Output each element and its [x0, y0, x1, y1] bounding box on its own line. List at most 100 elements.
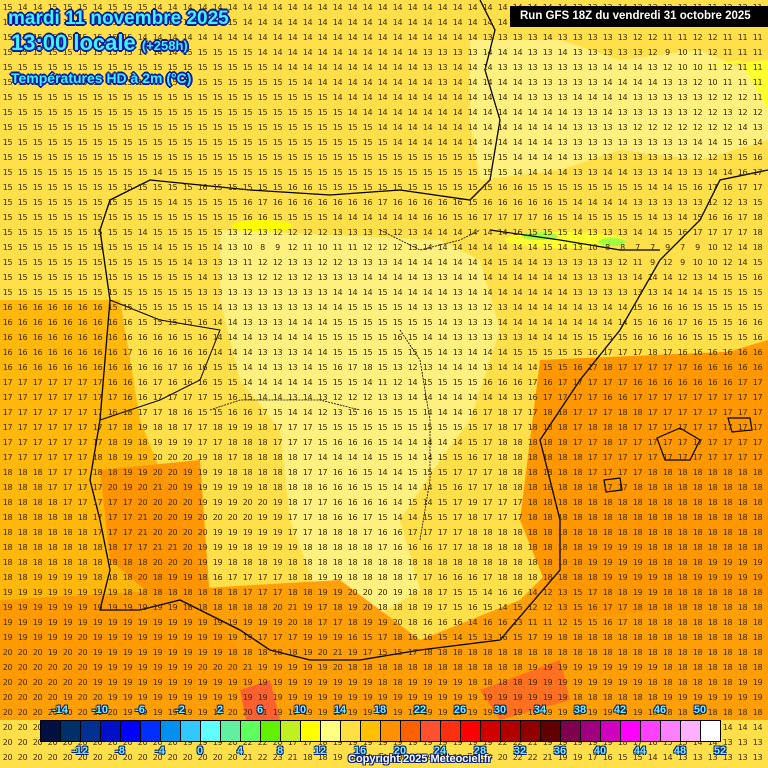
grid-value: 15 — [317, 213, 328, 222]
grid-value: 14 — [497, 138, 508, 147]
grid-value: 14 — [302, 393, 313, 402]
grid-value: 15 — [32, 168, 43, 177]
grid-value: 16 — [62, 303, 73, 312]
grid-value: 18 — [167, 588, 178, 597]
grid-value: 15 — [377, 483, 388, 492]
grid-value: 15 — [107, 138, 118, 147]
grid-value: 12 — [737, 108, 748, 117]
grid-value: 18 — [47, 513, 58, 522]
grid-value: 15 — [122, 93, 133, 102]
grid-value: 21 — [542, 753, 553, 762]
grid-value: 16 — [107, 363, 118, 372]
grid-value: 17 — [62, 498, 73, 507]
grid-value: 18 — [377, 663, 388, 672]
grid-value: 19 — [47, 648, 58, 657]
grid-value: 18 — [752, 618, 763, 627]
grid-value: 19 — [32, 633, 43, 642]
grid-value: 19 — [542, 633, 553, 642]
grid-value: 15 — [107, 3, 118, 12]
grid-value: 15 — [62, 258, 73, 267]
grid-value: 19 — [212, 693, 223, 702]
grid-value: 17 — [572, 423, 583, 432]
grid-value: 17 — [662, 408, 673, 417]
grid-value: 19 — [287, 663, 298, 672]
grid-value: 13 — [437, 48, 448, 57]
grid-value: 14 — [302, 78, 313, 87]
grid-value: 19 — [722, 558, 733, 567]
grid-value: 12 — [647, 123, 658, 132]
grid-value: 18 — [467, 648, 478, 657]
grid-value: 15 — [377, 513, 388, 522]
grid-value: 20 — [32, 678, 43, 687]
grid-value: 15 — [257, 183, 268, 192]
grid-value: 15 — [17, 93, 28, 102]
grid-value: 20 — [332, 663, 343, 672]
grid-value: 18 — [482, 543, 493, 552]
grid-value: 14 — [377, 213, 388, 222]
grid-value: 19 — [197, 738, 208, 747]
grid-value: 18 — [557, 543, 568, 552]
grid-value: 18 — [497, 423, 508, 432]
grid-value: 18 — [737, 498, 748, 507]
grid-value: 14 — [287, 333, 298, 342]
grid-value: 17 — [557, 393, 568, 402]
grid-value: 13 — [587, 108, 598, 117]
grid-value: 18 — [437, 558, 448, 567]
grid-value: 18 — [752, 633, 763, 642]
grid-value: 13 — [632, 93, 643, 102]
grid-value: 16 — [302, 198, 313, 207]
grid-value: 17 — [587, 453, 598, 462]
grid-value: 14 — [527, 243, 538, 252]
grid-value: 15 — [302, 108, 313, 117]
grid-value: 19 — [482, 753, 493, 762]
grid-value: 20 — [347, 588, 358, 597]
grid-value: 10 — [692, 258, 703, 267]
grid-value: 19 — [122, 663, 133, 672]
grid-value: 18 — [632, 648, 643, 657]
grid-value: 13 — [287, 273, 298, 282]
grid-value: 14 — [332, 63, 343, 72]
grid-value: 14 — [377, 123, 388, 132]
grid-value: 17 — [407, 648, 418, 657]
grid-value: 15 — [167, 213, 178, 222]
grid-value: 15 — [572, 588, 583, 597]
grid-value: 15 — [62, 183, 73, 192]
grid-value: 15 — [197, 78, 208, 87]
grid-value: 14 — [497, 78, 508, 87]
grid-value: 17 — [662, 348, 673, 357]
grid-value: 18 — [752, 228, 763, 237]
grid-value: 19 — [617, 663, 628, 672]
grid-value: 20 — [17, 663, 28, 672]
grid-value: 14 — [302, 318, 313, 327]
grid-value: 15 — [287, 153, 298, 162]
grid-value: 18 — [752, 528, 763, 537]
grid-value: 12 — [707, 108, 718, 117]
grid-value: 17 — [602, 408, 613, 417]
grid-value: 15 — [107, 153, 118, 162]
grid-value: 14 — [362, 63, 373, 72]
grid-value: 13 — [587, 48, 598, 57]
warm-region-south — [0, 340, 768, 720]
grid-value: 15 — [137, 273, 148, 282]
grid-value: 15 — [107, 198, 118, 207]
grid-value: 20 — [152, 528, 163, 537]
grid-value: 19 — [632, 588, 643, 597]
grid-value: 19 — [212, 498, 223, 507]
grid-value: 13 — [437, 63, 448, 72]
grid-value: 19 — [587, 543, 598, 552]
grid-value: 19 — [632, 543, 643, 552]
grid-value: 18 — [557, 648, 568, 657]
grid-value: 16 — [92, 303, 103, 312]
grid-value: 19 — [587, 558, 598, 567]
grid-value: 20 — [137, 498, 148, 507]
grid-value: 18 — [62, 513, 73, 522]
grid-value: 12 — [647, 33, 658, 42]
grid-value: 17 — [632, 738, 643, 747]
grid-value: 15 — [122, 48, 133, 57]
grid-value: 14 — [287, 3, 298, 12]
grid-value: 15 — [467, 633, 478, 642]
grid-value: 18 — [542, 573, 553, 582]
grid-value: 17 — [47, 393, 58, 402]
grid-value: 15 — [257, 93, 268, 102]
grid-value: 15 — [212, 198, 223, 207]
